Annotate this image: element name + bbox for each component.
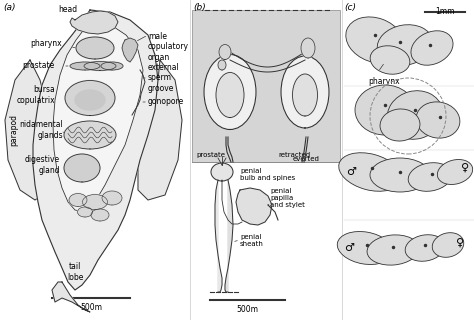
Text: prostate: prostate — [23, 60, 55, 69]
Text: everted: everted — [293, 156, 320, 162]
Ellipse shape — [75, 90, 105, 110]
Text: bursa
copulatrix: bursa copulatrix — [17, 85, 55, 105]
Ellipse shape — [438, 159, 473, 185]
Ellipse shape — [218, 60, 226, 70]
Text: (b): (b) — [193, 3, 206, 12]
Text: ovotestis: ovotestis — [78, 197, 112, 206]
Ellipse shape — [219, 44, 231, 60]
Ellipse shape — [405, 235, 445, 261]
Text: external
sperm
groove: external sperm groove — [148, 63, 180, 93]
Text: parapod: parapod — [9, 114, 18, 146]
Polygon shape — [33, 10, 158, 290]
Text: penial
papilla
and stylet: penial papilla and stylet — [270, 188, 305, 208]
Ellipse shape — [281, 56, 329, 128]
Text: ♀: ♀ — [456, 238, 464, 248]
Ellipse shape — [411, 31, 453, 65]
Text: ♀: ♀ — [461, 163, 469, 173]
Text: digestive
gland: digestive gland — [25, 155, 60, 175]
Ellipse shape — [346, 17, 404, 63]
Text: 500m: 500m — [236, 305, 258, 314]
Ellipse shape — [387, 91, 443, 139]
Ellipse shape — [432, 233, 464, 257]
Text: (c): (c) — [344, 3, 356, 12]
Text: 500m: 500m — [80, 303, 102, 312]
Ellipse shape — [101, 62, 123, 70]
Ellipse shape — [82, 195, 108, 210]
Text: (a): (a) — [3, 3, 16, 12]
Text: retracted: retracted — [278, 152, 310, 158]
Ellipse shape — [355, 85, 415, 135]
Text: penial
bulb and spines: penial bulb and spines — [240, 168, 295, 181]
Ellipse shape — [370, 46, 410, 74]
Text: pharynx: pharynx — [368, 77, 400, 86]
Polygon shape — [52, 282, 90, 312]
Ellipse shape — [76, 37, 114, 59]
Ellipse shape — [216, 73, 244, 117]
Ellipse shape — [70, 62, 100, 70]
Text: nidamental
glands: nidamental glands — [19, 120, 63, 140]
Polygon shape — [225, 180, 233, 292]
Polygon shape — [70, 11, 118, 34]
Ellipse shape — [301, 38, 315, 58]
Ellipse shape — [78, 207, 92, 217]
Text: ♂: ♂ — [344, 243, 354, 253]
Polygon shape — [5, 60, 55, 200]
Text: male
copulatory
organ: male copulatory organ — [148, 32, 189, 62]
Ellipse shape — [84, 61, 116, 70]
Ellipse shape — [370, 158, 430, 192]
Ellipse shape — [65, 81, 115, 116]
Ellipse shape — [64, 154, 100, 182]
Polygon shape — [215, 180, 222, 292]
Ellipse shape — [416, 102, 460, 138]
Ellipse shape — [211, 163, 233, 181]
Ellipse shape — [292, 74, 318, 116]
Text: head: head — [58, 5, 78, 14]
Text: pharynx: pharynx — [30, 39, 62, 49]
Polygon shape — [138, 60, 182, 200]
Ellipse shape — [102, 191, 122, 205]
Ellipse shape — [367, 235, 419, 265]
Ellipse shape — [380, 109, 420, 141]
Polygon shape — [53, 20, 143, 212]
Polygon shape — [236, 188, 272, 225]
Ellipse shape — [69, 194, 87, 206]
Ellipse shape — [91, 209, 109, 221]
Text: prostate: prostate — [196, 152, 225, 158]
Ellipse shape — [339, 153, 401, 191]
Text: tail
lobe: tail lobe — [67, 262, 83, 282]
Ellipse shape — [377, 25, 433, 65]
Ellipse shape — [337, 231, 393, 265]
Ellipse shape — [204, 54, 256, 130]
Polygon shape — [122, 38, 138, 62]
Text: ♂: ♂ — [346, 167, 356, 177]
Text: 1mm: 1mm — [435, 7, 455, 16]
Text: gonopore: gonopore — [148, 98, 184, 107]
Text: penial
sheath: penial sheath — [240, 234, 264, 246]
Ellipse shape — [64, 121, 116, 149]
Ellipse shape — [408, 163, 452, 191]
FancyBboxPatch shape — [192, 10, 340, 162]
